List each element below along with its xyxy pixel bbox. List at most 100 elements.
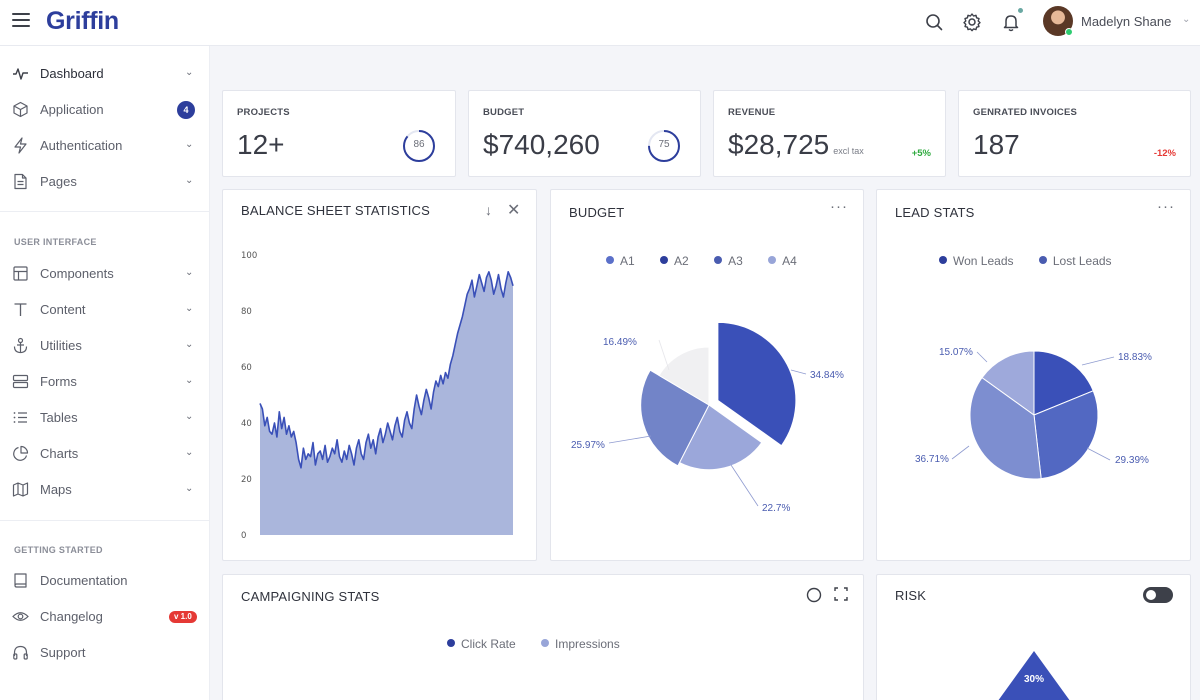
legend-item[interactable]: Lost Leads [1038,254,1112,268]
sidebar-item-label: Documentation [40,573,128,588]
sidebar-item-forms[interactable]: Forms ⌄ [0,364,210,400]
sidebar-item-label: Tables [40,410,78,425]
pie-slice[interactable] [969,376,1042,480]
sidebar-section-title: GETTING STARTED [14,545,103,555]
sidebar-item-dashboard[interactable]: Dashboard ⌄ [0,56,210,92]
stat-card-budget: BUDGET $740,260 75 [468,90,701,177]
series-line[interactable] [259,271,514,469]
online-status-dot [1065,28,1073,36]
progress-ring [403,130,435,162]
more-options-icon[interactable]: ··· [830,198,848,215]
sidebar-item-label: Application [40,102,104,117]
app-logo[interactable]: Griffin [46,7,119,35]
risk-toggle[interactable] [1143,587,1173,603]
legend-item[interactable]: Click Rate [447,637,516,651]
sidebar-item-application[interactable]: Application 4 [0,92,210,128]
sidebar-divider [0,211,210,212]
stat-change-positive: +5% [911,148,931,159]
pie-slice[interactable] [678,404,763,471]
stat-card-revenue: REVENUE $28,725 excl tax +5% [713,90,946,177]
pie-slice[interactable] [1033,390,1099,480]
sidebar-section-title: USER INTERFACE [14,237,97,247]
sidebar-item-label: Pages [40,174,77,189]
sidebar-item-tables[interactable]: Tables ⌄ [0,400,210,436]
legend-item[interactable]: Impressions [541,637,620,651]
campaign-legend: Click Rate Impressions [447,637,642,651]
lead-stats-card: LEAD STATS ··· Won Leads Lost Leads 18.8… [876,189,1191,561]
risk-card: RISK 30% [876,574,1191,700]
progress-ring [648,130,680,162]
leader-line [1081,356,1115,366]
balance-sheet-card: BALANCE SHEET STATISTICS ↓ ✕ 0 20 40 60 80 10… [222,189,537,561]
lead-legend: Won Leads Lost Leads [939,254,1134,268]
legend-item[interactable]: A3 [714,254,743,268]
sidebar-item-pages[interactable]: Pages ⌄ [0,164,210,200]
chevron-down-icon: ⌄ [185,267,194,278]
stat-label: GENRATED INVOICES [973,107,1078,118]
legend-item[interactable]: Won Leads [939,254,1014,268]
legend-item[interactable]: A4 [768,254,797,268]
stat-value: $28,725 excl tax [728,129,864,161]
stat-label: REVENUE [728,107,776,118]
sidebar-item-authentication[interactable]: Authentication ⌄ [0,128,210,164]
close-icon[interactable]: ✕ [507,202,521,219]
chevron-down-icon: ⌄ [185,447,194,458]
stat-label: PROJECTS [237,107,290,118]
y-tick-label: 60 [241,363,252,373]
card-title: BUDGET [569,205,625,220]
stat-value: 187 [973,129,1020,160]
legend-item[interactable]: A2 [660,254,689,268]
budget-legend: A1 A2 A3 A4 [606,254,819,268]
pie-slice[interactable] [658,346,710,406]
hamburger-menu-icon[interactable] [12,13,30,29]
sidebar-item-label: Charts [40,446,79,461]
stat-value: $740,260 [483,129,600,160]
sidebar-item-label: Maps [40,482,72,497]
search-icon[interactable] [923,11,945,33]
pie-slice[interactable] [981,350,1035,416]
notification-bell-icon[interactable] [1000,11,1022,33]
card-title: BALANCE SHEET STATISTICS [241,203,431,218]
sidebar-item-content[interactable]: Content ⌄ [0,292,210,328]
sidebar-item-maps[interactable]: Maps ⌄ [0,472,210,508]
sidebar-item-support[interactable]: Support [0,635,210,671]
chevron-down-icon: ⌄ [185,483,194,494]
fullscreen-icon[interactable] [834,587,848,601]
pie-data-label: 22.7% [762,503,790,514]
eye-icon [12,612,29,621]
sidebar-item-charts[interactable]: Charts ⌄ [0,436,210,472]
pie-data-label: 16.49% [603,337,637,348]
stat-sub-label: excl tax [833,146,864,156]
sidebar-item-components[interactable]: Components ⌄ [0,256,210,292]
legend-item[interactable]: A1 [606,254,635,268]
settings-gear-icon[interactable] [961,11,983,33]
risk-pyramid-segment[interactable] [995,651,1073,700]
pie-data-label: 25.97% [571,440,605,451]
sidebar-item-label: Utilities [40,338,82,353]
stat-card-invoices: GENRATED INVOICES 187 -12% [958,90,1191,177]
pie-slice[interactable] [640,369,710,467]
chevron-down-icon: ⌄ [185,303,194,314]
sidebar-item-changelog[interactable]: Changelog v 1.0 [0,599,210,635]
risk-pyramid-chart: 30% [995,651,1073,700]
more-options-icon[interactable]: ··· [1157,198,1175,215]
sidebar-item-documentation[interactable]: Documentation [0,563,210,599]
user-menu-chevron-icon[interactable]: ⌄ [1182,14,1191,25]
pie-data-label: 36.71% [915,454,949,465]
download-icon[interactable]: ↓ [485,202,492,218]
user-name[interactable]: Madelyn Shane [1081,14,1172,29]
card-title: LEAD STATS [895,205,975,220]
sidebar-item-label: Changelog [40,609,103,624]
pie-slice[interactable] [1033,350,1094,416]
sidebar-item-utilities[interactable]: Utilities ⌄ [0,328,210,364]
stat-value-text: $28,725 [728,129,830,160]
y-tick-label: 0 [241,531,246,541]
balance-area-chart: 0 20 40 60 80 100 [241,251,514,541]
pie-slice[interactable] [717,321,797,447]
chevron-down-icon: ⌄ [185,411,194,422]
card-title: RISK [895,588,927,603]
refresh-circle-icon[interactable] [806,587,822,603]
ring-value: 75 [658,139,670,150]
layout-icon [13,266,28,281]
leader-line [790,369,807,375]
